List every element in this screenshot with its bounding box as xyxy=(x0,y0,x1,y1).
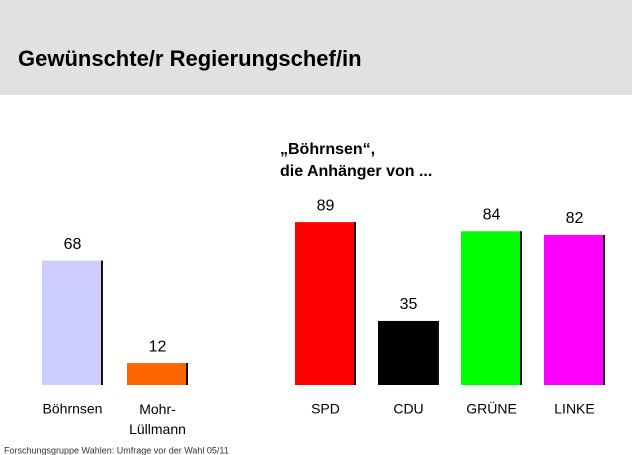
value-label: 84 xyxy=(483,206,501,223)
value-label: 82 xyxy=(566,210,584,227)
bar xyxy=(544,234,605,385)
value-label: 12 xyxy=(149,338,167,355)
x-tick-label: SPD xyxy=(311,401,340,417)
bar-shadow xyxy=(354,222,356,385)
x-tick-label: Böhrnsen xyxy=(43,401,103,417)
x-tick-label: CDU xyxy=(393,401,423,417)
x-tick-label: LINKE xyxy=(554,401,594,417)
page-title: Gewünschte/r Regierungschef/in xyxy=(18,46,362,71)
value-label: 68 xyxy=(64,236,82,253)
x-tick-label: Mohr-Lüllmann xyxy=(129,401,186,437)
bar-shadow xyxy=(437,320,439,385)
subtitle: „Böhrnsen“, die Anhänger von ... xyxy=(280,141,432,180)
bar-shadow xyxy=(603,234,605,385)
bar xyxy=(461,231,522,385)
bar-shadow xyxy=(186,363,188,385)
bar xyxy=(295,222,356,385)
bar-shadow xyxy=(520,231,522,385)
bar xyxy=(127,363,188,385)
value-label: 89 xyxy=(317,197,335,214)
value-label: 35 xyxy=(400,296,418,313)
bar-shadow xyxy=(101,260,103,385)
bar xyxy=(42,260,103,385)
header-band xyxy=(0,0,632,95)
x-tick-label: GRÜNE xyxy=(466,400,517,417)
bar xyxy=(378,320,439,385)
source: Forschungsgruppe Wahlen: Umfrage vor der… xyxy=(4,445,229,455)
